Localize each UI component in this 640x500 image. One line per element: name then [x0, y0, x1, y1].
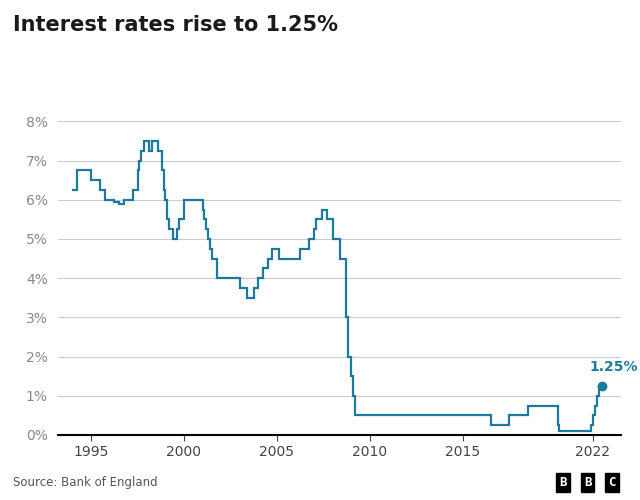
Text: C: C [608, 476, 616, 489]
Text: Interest rates rise to 1.25%: Interest rates rise to 1.25% [13, 15, 338, 35]
Text: 1.25%: 1.25% [589, 360, 637, 374]
Text: B: B [584, 476, 591, 489]
Text: Source: Bank of England: Source: Bank of England [13, 476, 157, 489]
Text: B: B [559, 476, 567, 489]
